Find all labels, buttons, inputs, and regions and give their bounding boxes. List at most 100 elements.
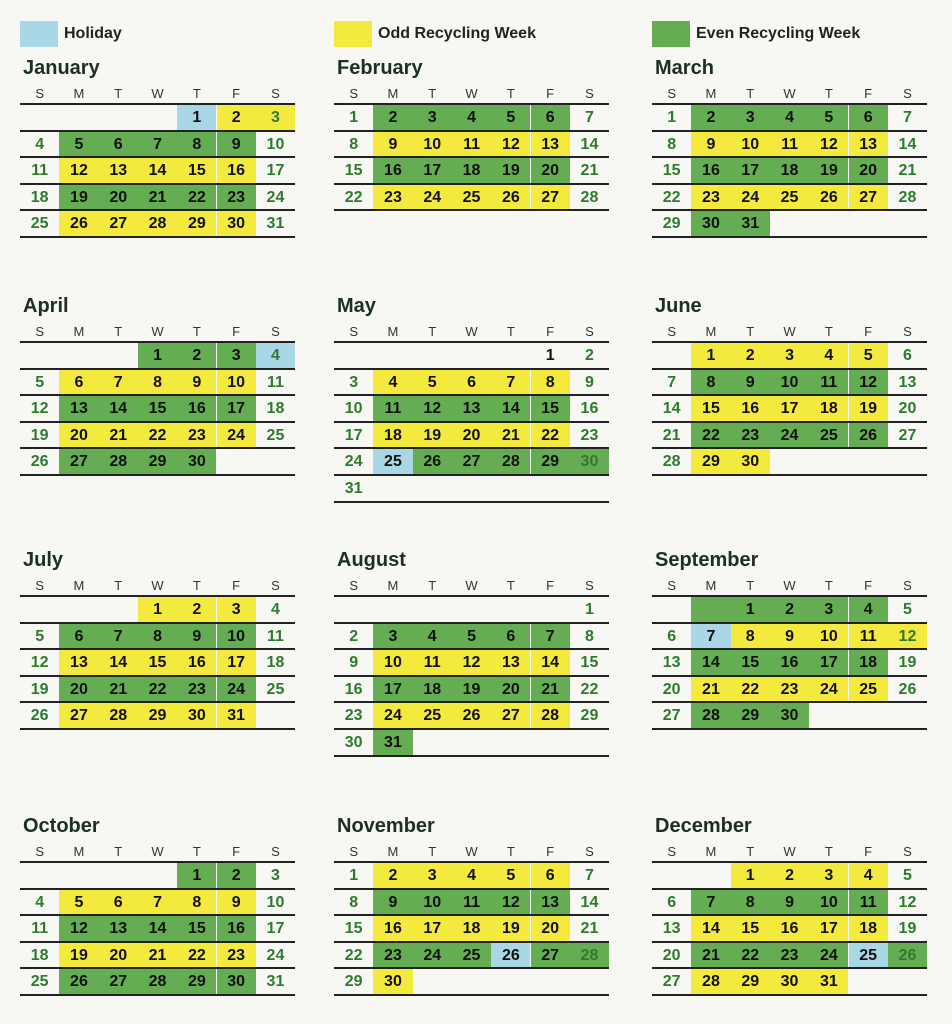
day-fill	[848, 863, 888, 888]
day: 3	[427, 109, 437, 126]
day: 8	[153, 627, 162, 645]
day-fill	[137, 449, 178, 474]
day: 27	[541, 946, 560, 964]
day-fill	[373, 184, 413, 210]
day-fill	[848, 422, 888, 448]
day: 12	[70, 920, 88, 938]
weekday-label: S	[349, 578, 358, 593]
weekday-label: T	[428, 86, 437, 101]
day-fill	[137, 916, 178, 941]
weekday-label: S	[271, 844, 280, 859]
day: 19	[70, 188, 88, 206]
row-line	[334, 887, 610, 890]
day: 2	[785, 601, 794, 618]
row-line	[20, 861, 296, 863]
row-line	[334, 914, 610, 917]
day-fill	[848, 623, 888, 649]
day: 19	[898, 920, 917, 938]
day: 27	[662, 973, 681, 991]
day: 11	[266, 373, 284, 391]
day: 14	[109, 654, 128, 672]
day: 13	[462, 400, 481, 418]
day: 31	[227, 707, 246, 725]
day: 1	[349, 867, 359, 884]
day: 20	[109, 188, 128, 206]
day: 18	[30, 946, 49, 964]
day: 2	[388, 109, 398, 126]
day: 1	[153, 601, 162, 618]
weekday-label: F	[232, 324, 241, 339]
day: 15	[148, 654, 167, 672]
month-title: August	[337, 549, 406, 571]
day-fill	[530, 676, 570, 702]
day: 10	[741, 135, 760, 153]
day: 1	[584, 601, 594, 618]
weekday-label: F	[864, 324, 873, 339]
legend-label: Odd Recycling Week	[378, 25, 536, 42]
day: 15	[541, 400, 560, 418]
day: 25	[30, 215, 49, 233]
day-fill	[491, 623, 531, 649]
day: 19	[70, 946, 88, 964]
day-fill	[216, 105, 256, 130]
day: 8	[153, 373, 162, 391]
day-fill	[691, 422, 731, 448]
day: 5	[74, 893, 84, 911]
day: 20	[898, 400, 917, 418]
day: 15	[741, 654, 760, 672]
day-fill	[769, 597, 810, 622]
day-fill	[412, 623, 452, 649]
day-fill	[691, 889, 731, 915]
day: 22	[148, 426, 167, 444]
weekday-label: M	[387, 844, 399, 859]
day: 30	[580, 453, 599, 471]
day: 21	[148, 946, 167, 964]
day: 20	[541, 162, 560, 180]
day-fill	[691, 105, 731, 130]
day: 4	[467, 109, 476, 126]
weekday-label: S	[667, 324, 676, 339]
day-fill	[98, 623, 138, 649]
row-line	[20, 341, 296, 343]
day-fill	[412, 676, 452, 702]
day-fill	[373, 969, 413, 994]
row-line	[652, 914, 928, 917]
day: 12	[30, 400, 49, 418]
weekday-label: T	[428, 578, 437, 593]
month-title: June	[655, 295, 702, 317]
day-fill	[137, 597, 178, 622]
row-line	[652, 887, 928, 890]
day: 6	[74, 373, 84, 391]
day: 14	[580, 893, 599, 911]
day-fill	[491, 650, 531, 675]
day: 18	[384, 426, 402, 444]
day: 27	[70, 707, 88, 725]
day-fill	[373, 863, 413, 888]
day: 25	[384, 453, 402, 471]
day: 5	[467, 627, 476, 645]
day-fill	[216, 396, 256, 421]
day: 9	[349, 654, 359, 672]
day: 16	[227, 920, 246, 938]
day: 3	[427, 867, 437, 884]
day: 7	[113, 627, 123, 645]
weekday-label: W	[151, 578, 164, 593]
weekday-label: T	[824, 324, 833, 339]
weekday-label: T	[192, 578, 201, 593]
day-fill	[98, 969, 138, 994]
weekday-label: S	[903, 578, 912, 593]
row-line	[20, 182, 296, 185]
day-fill	[255, 105, 296, 130]
day: 12	[898, 893, 917, 911]
day-fill	[412, 396, 452, 421]
day-fill	[730, 449, 770, 474]
weekday-label: T	[114, 578, 123, 593]
day-fill	[691, 158, 731, 183]
day-fill	[769, 863, 810, 888]
day-fill	[98, 369, 138, 395]
day-fill	[530, 422, 570, 448]
day-fill	[491, 369, 531, 395]
day-fill	[730, 650, 770, 675]
day: 27	[462, 453, 481, 471]
